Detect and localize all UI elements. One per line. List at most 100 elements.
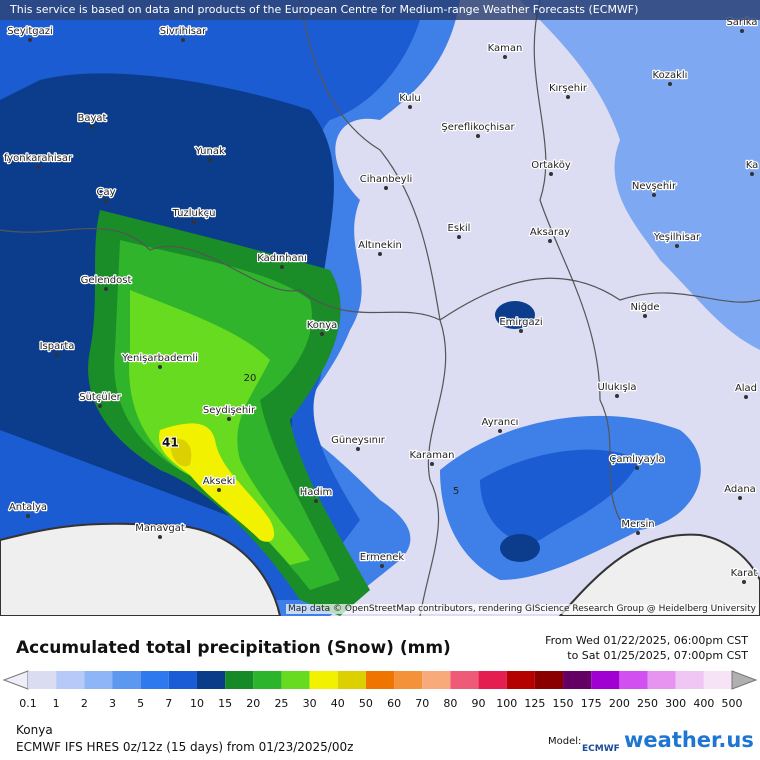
legend-swatch [478,671,507,689]
brand-logo: weather.us [624,728,754,752]
city-dot [549,172,553,176]
legend-swatch [703,671,732,689]
city-label: Kaman [488,43,523,54]
ecmwf-logo: ECMWF [582,744,620,754]
legend-label: 200 [609,697,630,710]
city-dot [320,332,324,336]
city-label: Antalya [9,502,47,513]
city-dot [430,462,434,466]
city-label: Kozaklı [653,70,688,81]
city-label: Sütçüler [79,392,121,403]
city-dot [356,447,360,451]
legend-label: 125 [524,697,545,710]
city-dot [104,287,108,291]
city-dot [28,38,32,42]
city-label: Ermenek [360,552,405,563]
city-dot [738,496,742,500]
legend-swatch [394,671,423,689]
legend-label: 0.1 [19,697,37,710]
city-dot [652,193,656,197]
legend-label: 250 [637,697,658,710]
city-dot [498,429,502,433]
city-label: Kadınhanı [257,253,307,264]
city-dot [55,353,59,357]
legend-swatch [309,671,338,689]
legend-label: 2 [81,697,88,710]
max-label: 41 [162,436,179,450]
city-dot [408,105,412,109]
city-label: Nevşehir [632,181,677,192]
city-label: Karaman [410,450,455,461]
city-dot [90,125,94,129]
legend-label: 5 [137,697,144,710]
city-label: Gelendost [81,275,132,286]
city-label: Ortaköy [531,160,571,171]
attribution: Map data © OpenStreetMap contributors, r… [286,604,758,614]
city-label: Emirgazi [499,317,542,328]
legend-swatch [675,671,704,689]
date-to: to Sat 01/25/2025, 07:00pm CST [567,649,748,662]
snow-area [500,534,540,562]
city-dot [280,265,284,269]
city-label: Güneysınır [331,435,386,446]
legend-swatch [506,671,535,689]
city-dot [744,395,748,399]
legend-label: 1 [53,697,60,710]
city-dot [635,466,639,470]
legend-label: 60 [387,697,401,710]
legend-swatch [168,671,197,689]
legend-label: 30 [303,697,317,710]
city-label: Çamlıyayla [609,454,664,465]
city-label: Şereflikoçhisar [441,122,515,133]
legend-swatch [140,671,169,689]
contour-label: 20 [244,373,257,384]
city-label: Çay [96,187,115,198]
city-dot [217,488,221,492]
legend-label: 500 [722,697,743,710]
city-label: Seyitgazi [7,26,53,37]
city-label: Tuzlukçu [172,208,216,219]
legend-title: Accumulated total precipitation (Snow) (… [16,638,451,658]
city-label: Mersin [621,519,654,530]
city-dot [750,172,754,176]
banner: This service is based on data and produc… [0,0,760,20]
legend-label: 20 [246,697,260,710]
legend-swatch [112,671,141,689]
city-label: Yunak [194,146,225,157]
legend-label: 10 [190,697,204,710]
city-label: Seydişehir [203,405,256,416]
legend-label: 300 [665,697,686,710]
legend-swatch [281,671,310,689]
city-dot [457,235,461,239]
legend-label: 80 [443,697,457,710]
city-dot [227,417,231,421]
city-label: Akseki [203,476,236,487]
city-dot [548,239,552,243]
legend-label: 50 [359,697,373,710]
legend-low [2,670,29,690]
legend-label: 150 [553,697,574,710]
city-dot [378,252,382,256]
city-dot [668,82,672,86]
city-label: Bayat [78,113,107,124]
city-label: Kulu [399,93,421,104]
legend-label: 40 [331,697,345,710]
city-dot [742,580,746,584]
sea [558,533,760,616]
city-label: Hadim [300,487,333,498]
city-label: Manavgat [135,523,185,534]
legend-swatch [56,671,85,689]
contour-label: 5 [453,486,459,497]
city-dot [158,535,162,539]
model-run: ECMWF IFS HRES 0z/12z (15 days) from 01/… [16,740,354,754]
legend-high [731,670,758,690]
snow-area [520,0,760,350]
boundaries [0,0,760,616]
legend-label: 3 [109,697,116,710]
legend-swatch [337,671,366,689]
legend-swatch [365,671,395,689]
legend-swatch [253,671,282,689]
city-label: Adana [724,484,756,495]
sea [0,522,282,616]
snow-area [480,449,640,542]
